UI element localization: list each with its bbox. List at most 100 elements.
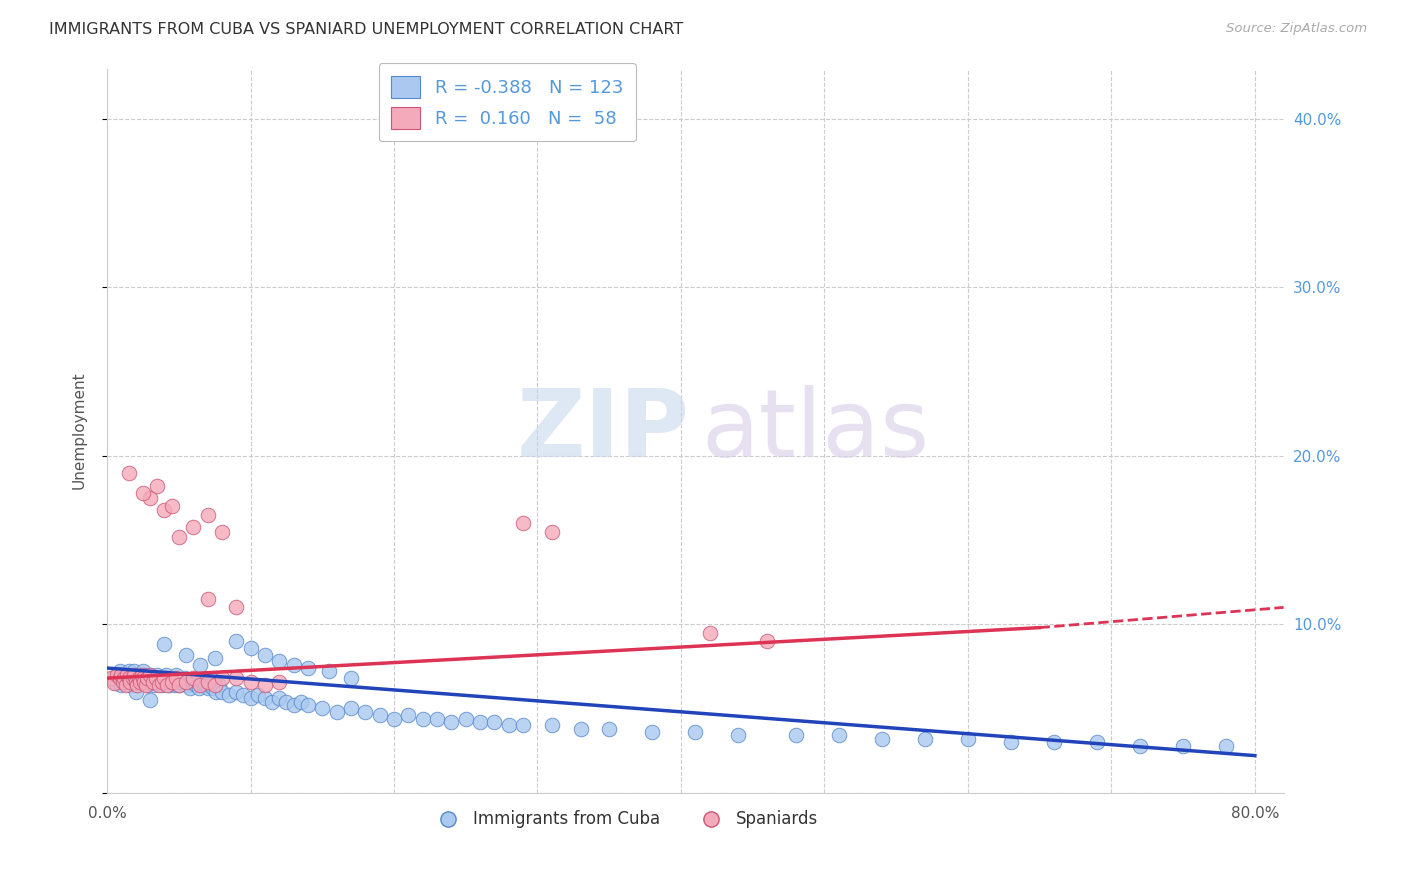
Point	[124, 667, 146, 681]
Point	[785, 728, 807, 742]
Point	[176, 678, 198, 692]
Point	[468, 714, 491, 729]
Point	[115, 674, 138, 689]
Point	[165, 667, 187, 681]
Point	[232, 688, 254, 702]
Point	[141, 674, 163, 689]
Point	[454, 712, 477, 726]
Point	[914, 731, 936, 746]
Point	[181, 671, 204, 685]
Point	[150, 678, 173, 692]
Point	[174, 648, 197, 662]
Point	[340, 671, 363, 685]
Point	[129, 671, 152, 685]
Point	[194, 678, 217, 692]
Point	[153, 674, 176, 689]
Point	[118, 674, 141, 689]
Point	[135, 678, 157, 692]
Point	[540, 718, 562, 732]
Point	[498, 718, 520, 732]
Point	[117, 671, 139, 685]
Point	[110, 671, 132, 685]
Point	[139, 667, 162, 681]
Point	[111, 674, 134, 689]
Point	[269, 691, 291, 706]
Point	[225, 671, 247, 685]
Point	[108, 671, 131, 685]
Point	[1129, 739, 1152, 753]
Point	[114, 678, 136, 692]
Point	[204, 651, 226, 665]
Point	[641, 725, 664, 739]
Point	[828, 728, 851, 742]
Point	[253, 678, 276, 692]
Point	[159, 674, 181, 689]
Point	[103, 676, 125, 690]
Point	[132, 671, 155, 685]
Point	[153, 671, 176, 685]
Point	[118, 671, 141, 685]
Point	[149, 674, 172, 689]
Point	[1000, 735, 1022, 749]
Point	[297, 661, 319, 675]
Point	[253, 691, 276, 706]
Point	[191, 674, 214, 689]
Point	[440, 714, 463, 729]
Point	[131, 667, 153, 681]
Point	[685, 725, 707, 739]
Point	[124, 665, 146, 679]
Point	[146, 667, 169, 681]
Point	[205, 684, 228, 698]
Point	[179, 681, 201, 696]
Point	[598, 722, 620, 736]
Point	[167, 530, 190, 544]
Point	[173, 671, 195, 685]
Point	[290, 695, 312, 709]
Point	[100, 671, 122, 685]
Point	[128, 671, 150, 685]
Point	[211, 671, 233, 685]
Point	[225, 634, 247, 648]
Point	[139, 667, 162, 681]
Point	[156, 671, 179, 685]
Point	[218, 688, 240, 702]
Point	[1215, 739, 1237, 753]
Point	[101, 671, 124, 685]
Point	[283, 657, 305, 672]
Point	[239, 640, 262, 655]
Point	[166, 674, 188, 689]
Point	[225, 600, 247, 615]
Point	[156, 678, 179, 692]
Point	[104, 676, 127, 690]
Point	[139, 491, 162, 505]
Point	[262, 695, 284, 709]
Point	[225, 684, 247, 698]
Point	[956, 731, 979, 746]
Point	[699, 625, 721, 640]
Point	[318, 665, 340, 679]
Point	[512, 516, 534, 531]
Point	[128, 667, 150, 681]
Point	[142, 674, 165, 689]
Text: IMMIGRANTS FROM CUBA VS SPANIARD UNEMPLOYMENT CORRELATION CHART: IMMIGRANTS FROM CUBA VS SPANIARD UNEMPLO…	[49, 22, 683, 37]
Point	[412, 712, 434, 726]
Point	[253, 648, 276, 662]
Point	[484, 714, 506, 729]
Point	[187, 681, 209, 696]
Point	[105, 667, 128, 681]
Point	[200, 678, 222, 692]
Point	[117, 466, 139, 480]
Point	[155, 667, 177, 681]
Point	[129, 674, 152, 689]
Point	[118, 678, 141, 692]
Point	[354, 705, 377, 719]
Point	[197, 681, 219, 696]
Point	[297, 698, 319, 712]
Point	[125, 678, 148, 692]
Point	[112, 667, 135, 681]
Point	[165, 671, 187, 685]
Point	[148, 678, 170, 692]
Point	[325, 705, 347, 719]
Point	[150, 674, 173, 689]
Point	[756, 634, 779, 648]
